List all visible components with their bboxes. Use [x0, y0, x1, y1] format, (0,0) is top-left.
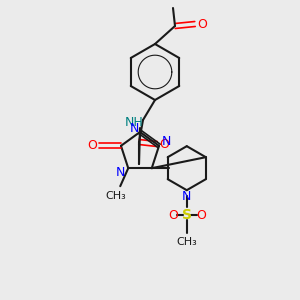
Text: O: O — [197, 17, 207, 31]
Text: CH₃: CH₃ — [106, 191, 127, 201]
Text: O: O — [196, 209, 206, 222]
Text: N: N — [129, 122, 139, 134]
Text: O: O — [159, 137, 169, 151]
Text: CH₃: CH₃ — [176, 237, 197, 247]
Text: S: S — [182, 208, 192, 222]
Text: O: O — [87, 139, 97, 152]
Text: N: N — [116, 166, 125, 179]
Text: N: N — [161, 135, 171, 148]
Text: O: O — [168, 209, 178, 222]
Text: NH: NH — [124, 116, 143, 130]
Text: N: N — [182, 190, 191, 203]
